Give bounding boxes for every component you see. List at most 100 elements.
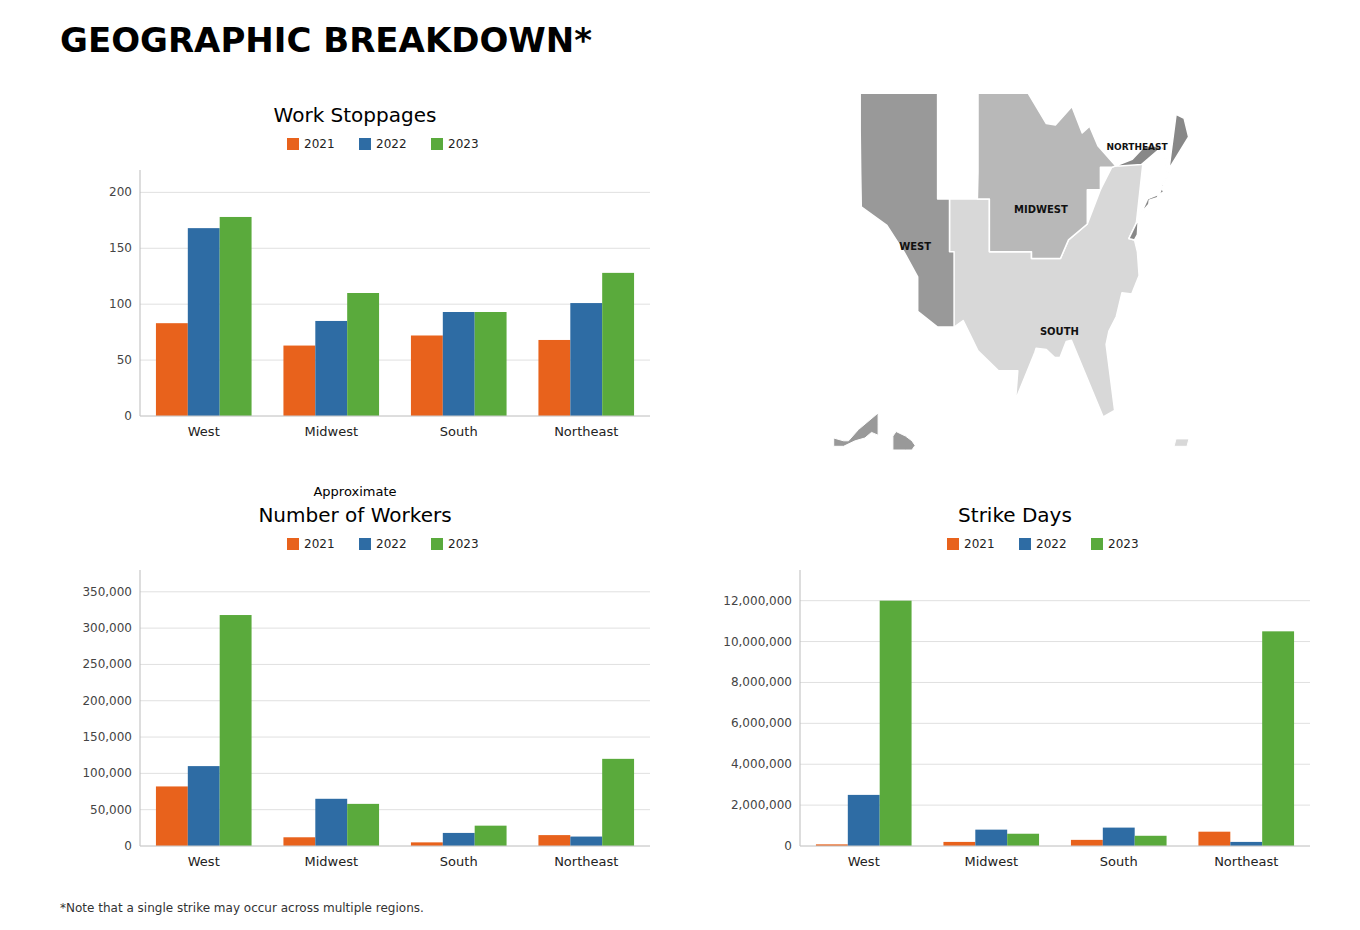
bars [816, 601, 1294, 846]
y-tick-label: 150,000 [82, 730, 132, 744]
grid-line [800, 846, 1310, 847]
map: WESTMIDWESTNORTHEASTSOUTH [834, 93, 1189, 450]
bar [570, 837, 602, 846]
region-shape [1116, 114, 1189, 239]
legend-label: 2021 [964, 537, 995, 551]
grid-line [140, 416, 650, 417]
legend-label: 2022 [1036, 537, 1067, 551]
bar [570, 303, 602, 416]
bar [443, 312, 475, 416]
bar [188, 228, 220, 416]
legend-label: 2021 [304, 137, 335, 151]
bar [602, 759, 634, 846]
grid-line [140, 628, 650, 629]
grid-line [140, 700, 650, 701]
x-axis-line [800, 846, 1310, 847]
chart-subtitle: Approximate [313, 484, 396, 499]
legend-swatch [287, 138, 299, 150]
legend-swatch [359, 138, 371, 150]
legend-swatch [947, 538, 959, 550]
chart-title: Work Stoppages [274, 103, 437, 127]
y-tick-label: 300,000 [82, 621, 132, 635]
legend-swatch [431, 138, 443, 150]
legend-label: 2022 [376, 537, 407, 551]
region-label: NORTHEAST [1107, 142, 1169, 152]
x-axis-line [140, 846, 650, 847]
bar [1262, 631, 1294, 846]
bar [156, 323, 188, 416]
y-axis-line [800, 570, 801, 846]
chart-title: Number of Workers [258, 503, 451, 527]
x-tick-label: West [188, 424, 220, 439]
grid-line [140, 846, 650, 847]
bar [602, 273, 634, 416]
bar [880, 601, 912, 846]
bar [1230, 842, 1262, 846]
bar [1007, 834, 1039, 846]
y-tick-label: 50 [117, 353, 132, 367]
bar [188, 766, 220, 846]
y-tick-label: 6,000,000 [731, 716, 792, 730]
legend: 202120222023 [947, 537, 1139, 551]
bar [848, 795, 880, 846]
legend-label: 2023 [448, 537, 479, 551]
bar [1198, 832, 1230, 846]
bar [411, 335, 443, 416]
figure: GEOGRAPHIC BREAKDOWN**Note that a single… [0, 0, 1360, 930]
legend-label: 2022 [376, 137, 407, 151]
x-tick-label: South [1100, 854, 1138, 869]
y-tick-label: 0 [124, 409, 132, 423]
bar-chart: Approximate Number of Workers 0 50,000 100,0… [82, 484, 650, 869]
y-tick-label: 0 [784, 839, 792, 853]
legend-swatch [287, 538, 299, 550]
bar [475, 826, 507, 846]
y-tick-label: 100,000 [82, 766, 132, 780]
x-tick-label: Midwest [964, 854, 1018, 869]
x-tick-label: Midwest [304, 854, 358, 869]
x-tick-label: Northeast [554, 854, 618, 869]
x-tick-label: Northeast [554, 424, 618, 439]
legend-label: 2021 [304, 537, 335, 551]
y-tick-label: 50,000 [90, 803, 132, 817]
figure-title: GEOGRAPHIC BREAKDOWN* [60, 20, 592, 60]
region-inset [1174, 439, 1189, 446]
x-tick-label: Northeast [1214, 854, 1278, 869]
bars [156, 217, 634, 416]
legend-label: 2023 [448, 137, 479, 151]
bar [315, 799, 347, 846]
legend: 2021 2022 2023 [287, 537, 479, 551]
legend-swatch [1091, 538, 1103, 550]
grid-line [140, 192, 650, 193]
y-axis-line [140, 570, 141, 846]
grid-line [140, 737, 650, 738]
grid-line [800, 682, 1310, 683]
grid-line [800, 723, 1310, 724]
region-shape [860, 93, 954, 327]
bar [975, 830, 1007, 846]
grid-line [800, 600, 1310, 601]
bar [538, 835, 570, 846]
region-shape [977, 93, 1115, 258]
region-inset [834, 413, 878, 446]
region-label: MIDWEST [1014, 204, 1068, 215]
y-tick-label: 350,000 [82, 585, 132, 599]
grid-line [800, 641, 1310, 642]
region-label: WEST [899, 241, 931, 252]
y-axis-line [140, 170, 141, 416]
bar [347, 293, 379, 416]
bar [1071, 840, 1103, 846]
x-tick-label: South [440, 854, 478, 869]
y-tick-label: 2,000,000 [731, 798, 792, 812]
y-tick-label: 200 [109, 185, 132, 199]
x-axis-line [140, 416, 650, 417]
bar [283, 346, 315, 416]
bar [347, 804, 379, 846]
grid-line [140, 664, 650, 665]
bar [1103, 828, 1135, 846]
y-tick-label: 0 [124, 839, 132, 853]
chart-title: Strike Days [958, 503, 1072, 527]
x-tick-label: West [188, 854, 220, 869]
y-tick-label: 10,000,000 [723, 635, 792, 649]
grid-line [140, 591, 650, 592]
bar [156, 786, 188, 846]
